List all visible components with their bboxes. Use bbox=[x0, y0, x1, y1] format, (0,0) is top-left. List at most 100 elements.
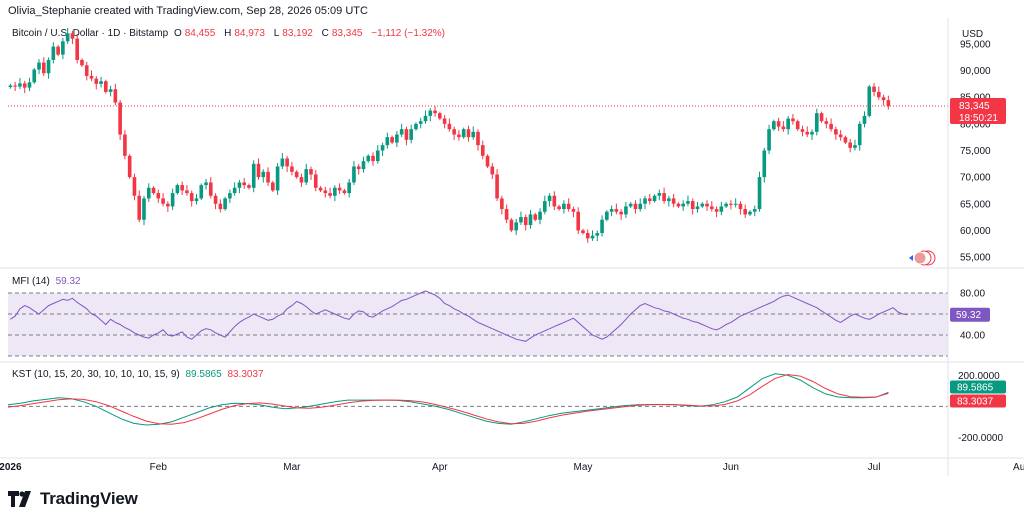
candle-body bbox=[146, 187, 151, 199]
candle-body bbox=[418, 121, 423, 124]
candle-body bbox=[795, 121, 800, 130]
event-flag-icon bbox=[913, 251, 927, 265]
candle-body bbox=[375, 150, 380, 162]
candle-body bbox=[342, 190, 347, 194]
candle-body bbox=[142, 198, 146, 220]
kst-value-badge bbox=[950, 380, 1006, 394]
candle-body bbox=[652, 195, 657, 202]
candle-body bbox=[466, 129, 471, 138]
candle-body bbox=[442, 118, 447, 124]
candle-body bbox=[75, 38, 80, 60]
candle-body bbox=[843, 137, 848, 143]
candle-body bbox=[509, 219, 514, 231]
candle-body bbox=[404, 129, 409, 140]
time-axis-label: Aug bbox=[1013, 462, 1024, 473]
brand-name: TradingView bbox=[40, 489, 138, 508]
mfi-tick-label: 40.00 bbox=[960, 331, 985, 342]
candle-body bbox=[8, 85, 13, 88]
candle-body bbox=[628, 203, 633, 207]
low-value: 83,192 bbox=[282, 28, 313, 39]
candle-body bbox=[614, 209, 619, 212]
candle-body bbox=[461, 129, 466, 138]
candle-body bbox=[208, 182, 213, 196]
candle-body bbox=[485, 155, 490, 167]
candle-body bbox=[428, 110, 433, 116]
open-value: 84,455 bbox=[184, 28, 216, 39]
candle-body bbox=[500, 198, 504, 210]
time-axis-label: Mar bbox=[283, 462, 301, 473]
candle-body bbox=[80, 59, 84, 66]
candle-body bbox=[318, 187, 323, 191]
candle-body bbox=[18, 83, 22, 87]
candle-body bbox=[337, 187, 342, 191]
mfi-legend: MFI (14) 59.32 bbox=[12, 276, 84, 287]
candle-body bbox=[838, 134, 843, 138]
kst-signal-value: 83.3037 bbox=[227, 369, 264, 380]
candle-body bbox=[385, 137, 390, 146]
candle-body bbox=[361, 161, 366, 170]
candle-body bbox=[681, 203, 685, 207]
open-label: O bbox=[173, 28, 182, 39]
candle-body bbox=[261, 171, 266, 178]
candle-body bbox=[514, 222, 518, 231]
candle-body bbox=[409, 129, 414, 140]
candle-body bbox=[752, 209, 757, 212]
candle-body bbox=[175, 185, 180, 194]
candle-body bbox=[232, 187, 237, 194]
candle-body bbox=[581, 230, 585, 234]
kst-pane bbox=[7, 373, 948, 426]
candle-body bbox=[199, 185, 204, 199]
time-axis-label: Apr bbox=[432, 462, 448, 473]
last-price-badge bbox=[950, 98, 1006, 125]
candle-body bbox=[647, 198, 652, 202]
candle-body bbox=[94, 78, 99, 84]
candle-body bbox=[352, 166, 356, 183]
candle-body bbox=[881, 97, 886, 101]
candle-body bbox=[390, 137, 394, 143]
kst-tick-label: 200.0000 bbox=[958, 371, 1000, 382]
candle-body bbox=[786, 118, 790, 130]
price-tick-label: 65,000 bbox=[960, 199, 991, 210]
tradingview-logo: TradingView bbox=[8, 489, 138, 509]
candle-body bbox=[180, 185, 184, 191]
candle-body bbox=[471, 131, 476, 138]
candle-body bbox=[848, 142, 852, 148]
candle-body bbox=[27, 82, 32, 88]
price-tick-label: 60,000 bbox=[960, 226, 991, 237]
candle-body bbox=[609, 209, 614, 212]
candle-body bbox=[876, 91, 881, 98]
countdown-timer: 18:50:21 bbox=[959, 113, 998, 124]
candle-body bbox=[223, 198, 227, 210]
candle-body bbox=[538, 211, 542, 220]
candle-body bbox=[662, 193, 666, 202]
candle-body bbox=[533, 214, 538, 220]
candle-body bbox=[542, 201, 547, 212]
candle-body bbox=[523, 217, 528, 226]
candle-body bbox=[170, 193, 175, 207]
kst-badge-value: 89.5865 bbox=[957, 382, 994, 393]
candle-body bbox=[619, 211, 623, 215]
candle-body bbox=[266, 171, 270, 183]
candle-body bbox=[423, 115, 428, 122]
candle-body bbox=[595, 233, 600, 236]
candle-body bbox=[113, 89, 118, 103]
candle-body bbox=[13, 85, 17, 87]
candle-body bbox=[37, 62, 41, 70]
candle-body bbox=[576, 211, 581, 231]
candle-body bbox=[356, 166, 361, 170]
candle-body bbox=[571, 209, 576, 212]
kst-signal-badge-value: 83.3037 bbox=[957, 396, 994, 407]
mfi-badge-value: 59.32 bbox=[956, 310, 981, 321]
candle-body bbox=[70, 33, 75, 39]
candle-body bbox=[204, 182, 208, 186]
close-value: 83,345 bbox=[331, 28, 363, 39]
price-tick-label: 55,000 bbox=[960, 253, 991, 264]
candle-body bbox=[814, 113, 819, 132]
candle-body bbox=[853, 145, 857, 148]
change-value: −1,112 (−1.32%) bbox=[371, 28, 446, 39]
candle-body bbox=[800, 129, 805, 132]
candle-body bbox=[194, 198, 199, 202]
